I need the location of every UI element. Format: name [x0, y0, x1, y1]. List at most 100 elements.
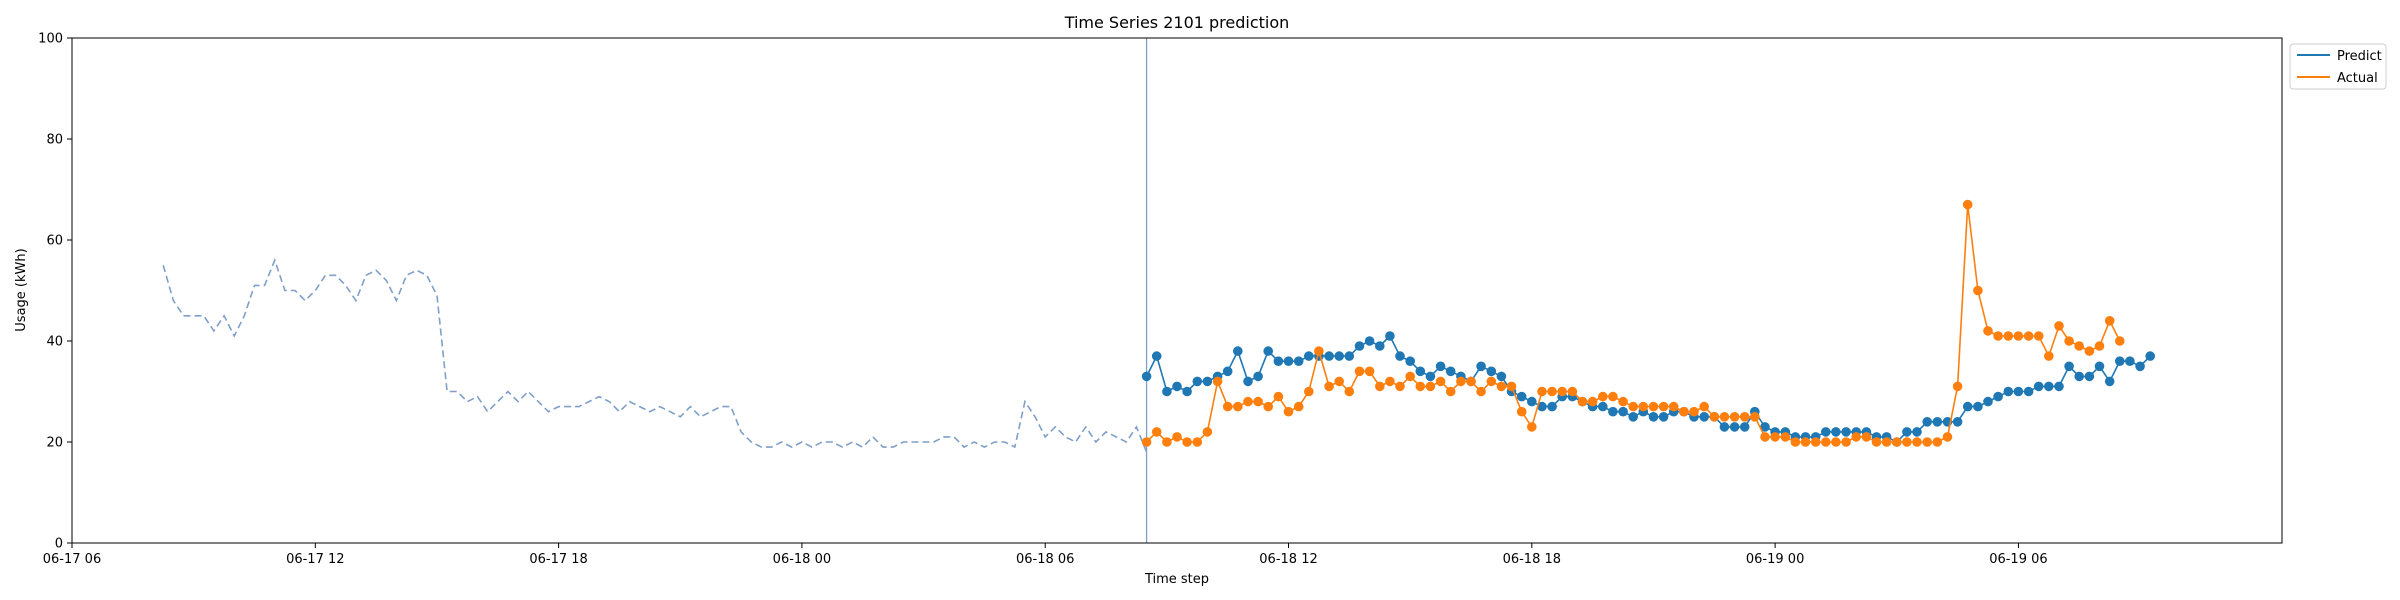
- actual-point: [1253, 396, 1263, 407]
- actual-point: [1790, 437, 1801, 447]
- actual-point: [1385, 376, 1395, 387]
- predict-point: [1628, 412, 1638, 422]
- predict-point: [2013, 386, 2024, 397]
- actual-point: [2064, 336, 2074, 346]
- predict-point: [1962, 401, 1973, 412]
- actual-point: [1516, 406, 1527, 417]
- actual-point: [1709, 412, 1720, 422]
- actual-point: [1456, 376, 1466, 387]
- predict-point: [1243, 376, 1253, 387]
- actual-point: [1952, 381, 1963, 392]
- actual-point: [1527, 422, 1537, 432]
- predict-point: [1993, 391, 2003, 402]
- predict-point: [1537, 401, 1547, 412]
- actual-point: [1892, 437, 1902, 447]
- predict-point: [1719, 422, 1730, 432]
- actual-point: [1496, 381, 1507, 392]
- actual-point: [1658, 401, 1669, 412]
- actual-point: [1182, 437, 1192, 447]
- actual-point: [1668, 401, 1679, 412]
- actual-point: [1506, 381, 1517, 392]
- actual-point: [1780, 432, 1791, 442]
- actual-point: [1871, 437, 1882, 447]
- predict-point: [1304, 351, 1314, 361]
- actual-point: [1902, 437, 1912, 447]
- predict-point: [1435, 361, 1446, 372]
- actual-point: [1942, 432, 1953, 442]
- actual-point: [1841, 437, 1851, 447]
- predict-point: [1192, 376, 1203, 387]
- actual-point: [2115, 336, 2125, 346]
- actual-point: [1435, 376, 1446, 387]
- x-tick-label: 06-19 00: [1746, 552, 1804, 567]
- predict-point: [1273, 356, 1284, 367]
- axes: 0 20 40 60 80 100 06-17 06 06-17 12 06-17 18 06-1…: [38, 32, 2283, 567]
- predict-point: [1283, 356, 1294, 367]
- predict-point: [1902, 427, 1912, 437]
- x-tick-label: 06-17 18: [529, 552, 587, 567]
- actual-point: [1821, 437, 1831, 447]
- predict-point: [1729, 422, 1740, 432]
- actual-point: [2054, 321, 2064, 331]
- actual-point: [1587, 396, 1598, 407]
- predict-point: [1162, 386, 1172, 397]
- predict-point: [1222, 366, 1233, 377]
- predict-point: [1172, 381, 1182, 392]
- predict-point: [2135, 361, 2145, 372]
- actual-point: [2044, 351, 2054, 361]
- x-tick-label: 06-18 00: [773, 552, 831, 567]
- actual-point: [1983, 326, 1993, 336]
- x-tick-label: 06-17 06: [43, 552, 101, 567]
- actual-point: [1304, 386, 1314, 397]
- predict-point: [1151, 351, 1162, 361]
- actual-point: [1739, 412, 1750, 422]
- y-axis-label: Usage (kWh): [14, 248, 29, 331]
- actual-point: [1192, 437, 1203, 447]
- actual-point: [1395, 381, 1405, 392]
- predict-point: [2094, 361, 2105, 372]
- predict-point: [2125, 356, 2135, 367]
- predict-point: [2145, 351, 2155, 361]
- actual-point: [2023, 331, 2034, 341]
- actual-point: [1831, 437, 1841, 447]
- predict-point: [1658, 412, 1669, 422]
- predict-point: [1841, 427, 1851, 437]
- y-tick-label: 0: [55, 537, 63, 552]
- predict-point: [1445, 366, 1456, 377]
- predict-point: [1912, 427, 1922, 437]
- predict-point: [1476, 361, 1486, 372]
- actual-point: [1922, 437, 1932, 447]
- predict-point: [1952, 417, 1963, 427]
- actual-point: [1243, 396, 1253, 407]
- predict-point: [2054, 381, 2064, 392]
- actual-point: [1233, 401, 1243, 412]
- predict-point: [1973, 401, 1983, 412]
- actual-point: [1760, 432, 1770, 442]
- actual-point: [1283, 406, 1294, 417]
- actual-point: [1881, 437, 1892, 447]
- predict-point: [1364, 336, 1375, 346]
- predict-line: [1145, 334, 2151, 443]
- predict-point: [2074, 371, 2084, 382]
- actual-point: [1425, 381, 1436, 392]
- actual-point: [1547, 386, 1557, 397]
- predict-point: [1760, 422, 1770, 432]
- predict-point: [1395, 351, 1405, 361]
- predict-point: [1385, 331, 1395, 341]
- predict-point: [2033, 381, 2044, 392]
- actual-point: [1172, 432, 1182, 442]
- actual-point: [1648, 401, 1659, 412]
- predict-point: [1334, 351, 1344, 361]
- actual-point: [1273, 391, 1284, 402]
- actual-point: [1375, 381, 1385, 392]
- actual-point: [1638, 401, 1649, 412]
- predict-point: [1375, 341, 1385, 351]
- predict-point: [2084, 371, 2095, 382]
- actual-point: [1912, 437, 1922, 447]
- predict-point: [2003, 386, 2014, 397]
- actual-point: [1222, 401, 1233, 412]
- actual-point: [1324, 381, 1334, 392]
- actual-point: [1314, 346, 1324, 356]
